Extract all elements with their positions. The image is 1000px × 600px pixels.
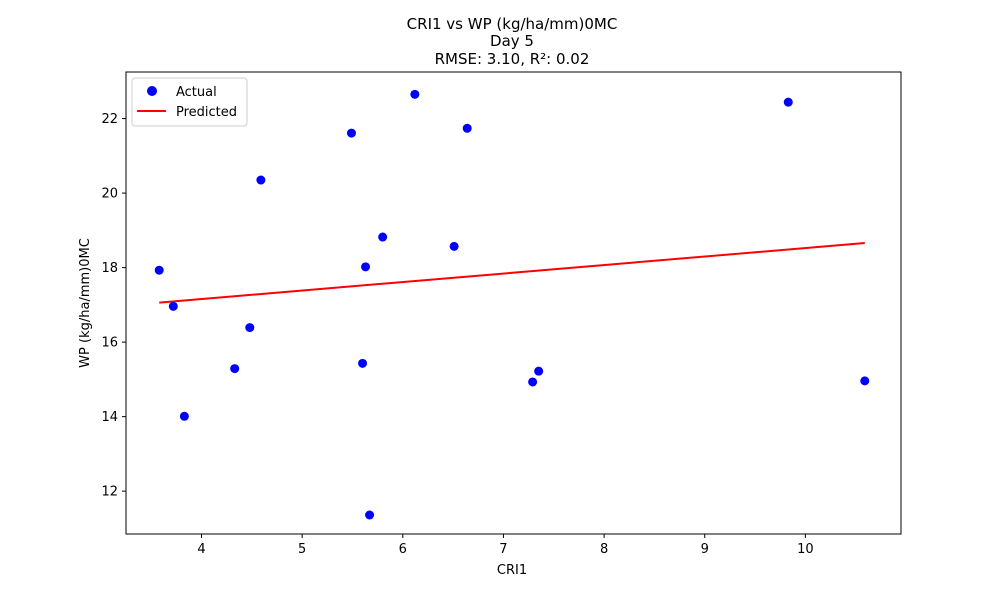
chart-title-line-3: RMSE: 3.10, R²: 0.02 [435,50,590,68]
actual-point-5 [245,323,255,333]
actual-point-17 [783,97,793,107]
actual-point-9 [361,262,371,272]
legend-actual-label: Actual [176,85,217,100]
chart-title: CRI1 vs WP (kg/ha/mm)0MC Day 5 RMSE: 3.1… [407,15,618,68]
actual-point-12 [410,89,420,99]
y-tick-label: 14 [101,410,118,425]
y-tick-label: 20 [101,187,118,202]
x-tick-label: 5 [298,542,306,557]
y-tick-label: 22 [101,112,118,127]
x-tick-label: 6 [399,542,407,557]
actual-series [154,89,870,520]
legend-actual-marker [147,86,157,96]
predicted-series [159,242,865,304]
legend-predicted-label: Predicted [176,105,237,120]
actual-point-15 [528,377,538,387]
actual-point-14 [462,123,472,133]
legend-box [131,77,248,127]
actual-point-8 [358,358,368,368]
actual-point-18 [860,376,870,386]
x-tick-label: 9 [701,542,709,557]
x-tick-label: 4 [197,542,205,557]
x-tick-label: 8 [600,542,608,557]
actual-point-2 [168,301,178,311]
actual-point-6 [256,175,266,185]
actual-point-13 [449,241,459,251]
actual-point-11 [378,232,388,242]
actual-point-1 [154,265,164,275]
y-axis-label: WP (kg/ha/mm)0MC [78,238,93,368]
legend: Actual Predicted [131,77,248,127]
y-tick-label: 16 [101,336,118,351]
x-axis-ticks: 4 5 6 7 8 9 10 [197,534,814,557]
chart-title-line-2: Day 5 [490,32,534,50]
y-axis-ticks: 12 14 16 18 20 22 [101,112,126,500]
actual-point-4 [230,364,240,374]
plot-area-frame [125,71,902,535]
actual-point-7 [346,128,356,138]
x-axis-label: CRI1 [497,563,527,578]
x-tick-label: 10 [797,542,814,557]
y-tick-label: 18 [101,261,118,276]
actual-point-16 [534,366,544,376]
actual-point-3 [179,411,189,421]
predicted-line [159,242,865,304]
chart-title-line-1: CRI1 vs WP (kg/ha/mm)0MC [407,15,618,33]
actual-point-10 [365,510,375,520]
x-tick-label: 7 [499,542,507,557]
y-tick-label: 12 [101,485,118,500]
